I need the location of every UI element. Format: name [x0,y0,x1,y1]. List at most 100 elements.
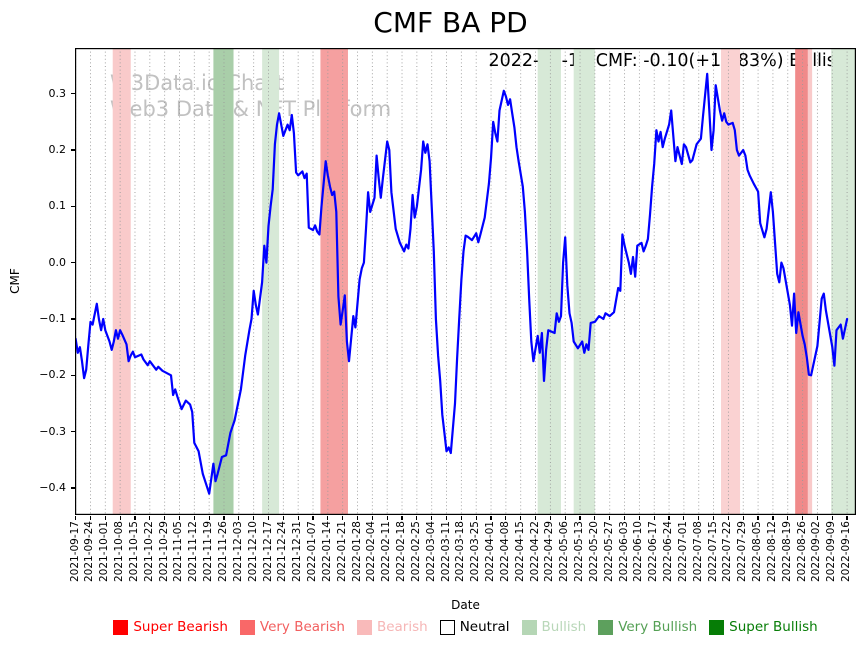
x-tick-label: 2022-07-15 [706,521,719,583]
legend-swatch-icon [239,619,255,635]
x-tick-label: 2022-03-04 [424,521,437,583]
x-tick-label: 2021-12-03 [231,521,244,583]
x-tick-mark [327,516,329,520]
signal-band-very-bearish [795,48,808,515]
x-tick-mark [801,516,804,520]
x-tick-mark [638,516,640,520]
x-tick-mark [534,516,537,520]
x-tick-mark [134,516,136,520]
x-tick-mark [208,516,210,520]
x-tick-label: 2022-05-27 [602,521,615,583]
x-tick-mark [816,516,818,520]
x-tick-label: 2021-12-31 [291,521,304,583]
cmf-line [75,72,849,495]
legend-swatch-icon [709,619,725,635]
x-tick-mark [89,516,92,520]
y-tick-mark [71,262,75,264]
x-tick-label: 2022-06-03 [617,521,630,583]
x-tick-label: 2022-03-25 [469,521,482,583]
x-tick-mark [653,516,655,520]
x-tick-label: 2021-12-10 [246,521,259,583]
x-tick-mark [594,516,596,520]
x-tick-mark [164,516,166,520]
y-axis-label: CMF [8,268,22,294]
x-tick-mark [431,516,433,520]
x-tick-mark [342,516,344,520]
legend-item-bearish: Bearish [356,619,428,635]
legend-label: Bearish [376,619,428,635]
x-tick-mark [846,516,848,520]
x-tick-label: 2021-09-24 [83,521,96,583]
plot-area [75,48,856,515]
x-tick-mark [579,516,581,520]
y-tick-mark [71,318,75,320]
y-tick-label: −0.4 [39,480,66,494]
x-tick-mark [742,516,744,520]
x-tick-label: 2021-09-17 [68,521,81,583]
x-tick-label: 2021-11-05 [172,521,185,583]
signal-band-bullish [537,48,561,515]
x-tick-mark [757,516,759,520]
x-tick-label: 2022-07-29 [736,521,749,583]
x-tick-label: 2022-04-22 [528,521,541,583]
x-tick-label: 2022-09-09 [825,521,838,583]
x-tick-label: 2022-09-02 [810,521,823,583]
x-tick-mark [490,516,492,520]
legend-item-very-bullish: Very Bullish [598,619,697,635]
x-tick-mark [223,516,225,520]
y-tick-mark [71,149,75,151]
x-tick-label: 2022-06-24 [662,521,675,583]
y-tick-label: 0.1 [48,199,67,213]
axes-spines [75,48,856,515]
x-tick-label: 2022-08-26 [795,521,808,583]
x-tick-label: 2022-02-18 [395,521,408,583]
x-tick-label: 2022-06-17 [647,521,660,583]
x-tick-mark [371,516,373,520]
x-tick-label: 2022-05-06 [558,521,571,583]
signal-band-bullish [831,48,856,515]
x-tick-mark [356,516,359,520]
legend-label: Bullish [541,619,587,635]
x-tick-mark [564,516,566,520]
x-tick-label: 2022-03-11 [439,521,452,583]
x-tick-mark [149,516,151,520]
y-tick-label: −0.1 [39,311,66,325]
signal-band-bearish [720,48,741,515]
x-tick-label: 2021-11-26 [216,521,229,583]
x-tick-label: 2022-07-01 [676,521,689,583]
legend-item-very-bearish: Very Bearish [239,619,345,635]
legend-swatch-icon [521,619,537,635]
x-axis-label: Date [451,598,480,612]
watermark-line1: W3Data.io Chart [110,71,285,95]
y-tick-mark [71,431,75,433]
x-tick-label: 2022-07-08 [691,521,704,583]
signal-band-bearish [112,48,131,515]
legend-swatch-icon [439,619,455,635]
legend: Super Bearish Very Bearish Bearish Neutral B… [75,619,856,635]
x-tick-label: 2022-01-21 [335,521,348,583]
y-tick-mark [71,93,75,95]
x-tick-mark [297,516,299,520]
x-tick-mark [267,516,270,520]
legend-item-super-bullish: Super Bullish [709,619,818,635]
x-tick-label: 2022-08-05 [751,521,764,583]
x-tick-mark [505,516,507,520]
x-tick-label: 2022-02-04 [365,521,378,583]
x-tick-label: 2022-04-08 [498,521,511,583]
legend-label: Neutral [459,619,510,635]
x-tick-label: 2022-04-15 [513,521,526,583]
x-tick-label: 2022-05-13 [573,521,586,583]
y-tick-label: 0.0 [48,255,67,269]
x-tick-label: 2022-01-07 [306,521,318,583]
x-tick-mark [193,516,195,520]
x-tick-mark [683,516,685,520]
x-tick-label: 2022-08-19 [780,521,793,583]
x-tick-label: 2022-02-25 [409,521,422,583]
y-tick-mark [71,374,75,376]
x-tick-label: 2022-03-18 [454,521,467,583]
legend-swatch-icon [113,619,129,635]
x-tick-mark [727,516,729,520]
x-tick-mark [831,516,833,520]
x-tick-mark [445,516,448,520]
x-tick-mark [416,516,418,520]
